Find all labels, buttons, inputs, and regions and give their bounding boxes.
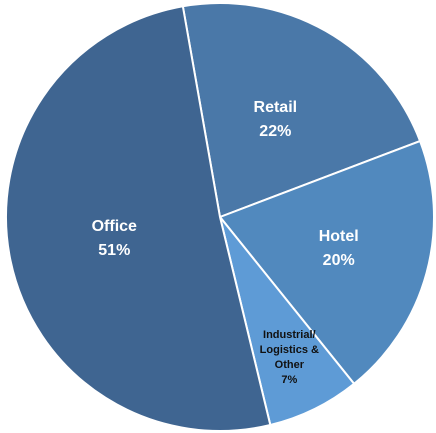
category-label: Retail bbox=[253, 98, 298, 116]
category-label: Hotel bbox=[318, 228, 359, 246]
pie-slice bbox=[5, 5, 272, 432]
category-label: Office bbox=[91, 218, 137, 236]
slice-label: Retail 22% bbox=[254, 96, 298, 144]
category-label: Industrial/ Logistics & Other bbox=[259, 328, 319, 371]
slice-label: Industrial/ Logistics & Other 7% bbox=[249, 328, 329, 388]
value-label: 22% bbox=[259, 122, 292, 140]
slice-label: Office 51% bbox=[92, 215, 137, 263]
value-label: 20% bbox=[322, 252, 355, 270]
value-label: 7% bbox=[281, 373, 298, 386]
value-label: 51% bbox=[98, 242, 131, 260]
slice-label: Hotel 20% bbox=[319, 225, 359, 273]
pie-slice bbox=[218, 139, 435, 386]
